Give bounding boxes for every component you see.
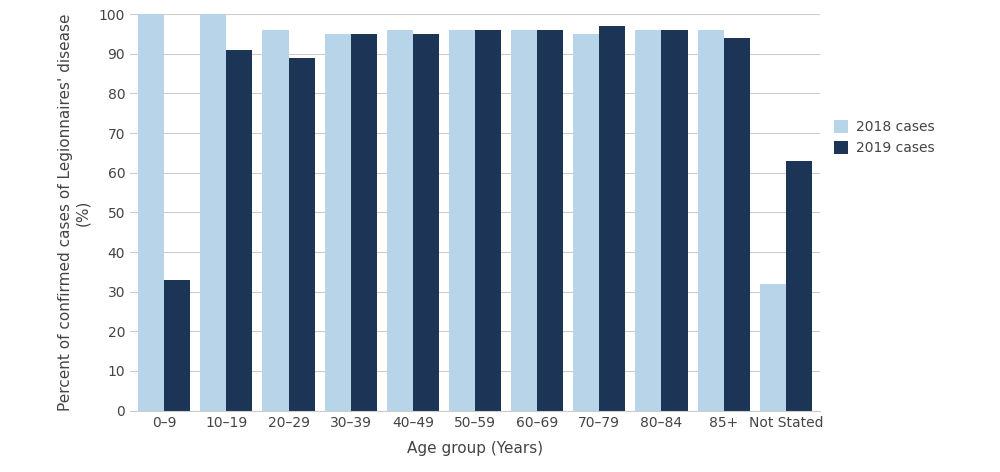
Bar xyxy=(786,161,812,411)
Bar xyxy=(537,30,563,411)
Y-axis label: Percent of confirmed cases of Legionnaires' disease
(%): Percent of confirmed cases of Legionnair… xyxy=(58,14,90,411)
Bar xyxy=(475,30,501,411)
Bar xyxy=(226,50,252,411)
Bar xyxy=(511,30,537,411)
Bar xyxy=(760,284,786,411)
Bar xyxy=(387,30,413,411)
Bar xyxy=(573,34,599,411)
Bar xyxy=(200,14,226,411)
Bar xyxy=(635,30,661,411)
Legend: 2018 cases, 2019 cases: 2018 cases, 2019 cases xyxy=(834,120,935,155)
Bar xyxy=(661,30,688,411)
Bar xyxy=(138,14,164,411)
Bar xyxy=(698,30,724,411)
X-axis label: Age group (Years): Age group (Years) xyxy=(407,441,543,455)
Bar xyxy=(599,26,625,411)
Bar xyxy=(164,280,190,411)
Bar xyxy=(262,30,289,411)
Bar xyxy=(413,34,439,411)
Bar xyxy=(351,34,377,411)
Bar xyxy=(325,34,351,411)
Bar xyxy=(724,38,750,411)
Bar xyxy=(289,58,315,411)
Bar xyxy=(449,30,475,411)
